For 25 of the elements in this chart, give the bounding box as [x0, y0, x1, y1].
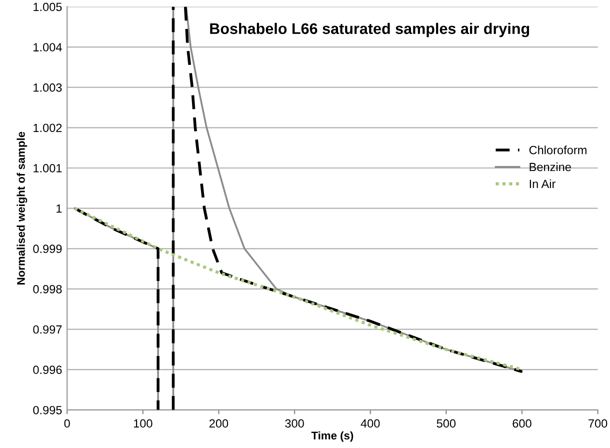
legend-label: Chloroform — [529, 146, 586, 154]
y-tick-label: 1.001 — [34, 164, 62, 172]
y-tick-label: 0.999 — [33, 244, 62, 254]
x-tick-label: 0 — [64, 419, 70, 428]
x-tick-label: 400 — [360, 419, 380, 428]
y-tick-label: 1.005 — [34, 2, 62, 12]
legend-label: In Air — [530, 179, 556, 188]
y-tick-label: 1 — [56, 204, 62, 213]
text: Boshabelo L66 saturated samples air drying — [210, 22, 530, 38]
y-axis-title: Normalised weight of sample — [16, 132, 28, 284]
legend-label: Benzine — [530, 162, 571, 172]
x-tick-label: 200 — [209, 419, 228, 428]
y-tick-label: 1.003 — [34, 83, 62, 92]
y-tick-label: 1.004 — [34, 43, 62, 52]
x-tick-label: 700 — [588, 419, 608, 428]
x-tick-label: 500 — [436, 419, 456, 428]
y-tick-label: 0.998 — [33, 284, 62, 294]
y-tick-label: 0.996 — [33, 366, 62, 374]
x-tick-label: 600 — [512, 419, 532, 428]
y-tick-label: 1.002 — [34, 124, 62, 132]
x-axis-title: Time (s) — [311, 431, 354, 442]
y-tick-label: 0.995 — [33, 406, 62, 414]
x-tick-label: 100 — [134, 419, 152, 428]
y-tick-label: 0.997 — [33, 325, 62, 334]
x-tick-label: 300 — [285, 419, 304, 428]
